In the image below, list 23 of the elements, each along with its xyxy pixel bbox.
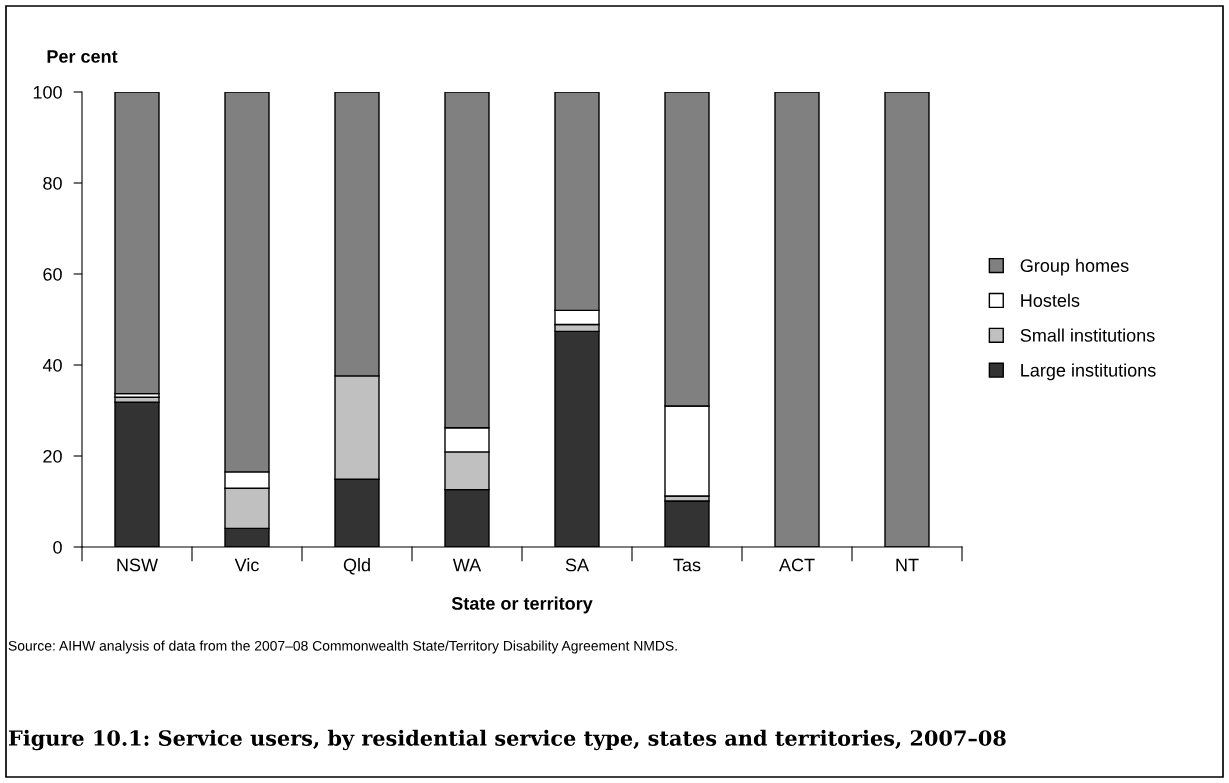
x-tick-label: ACT xyxy=(778,558,815,572)
legend-label: Group homes xyxy=(1020,258,1129,276)
x-tick-label: Vic xyxy=(234,558,259,572)
y-tick-label: 20 xyxy=(43,449,62,463)
text: Figure 10.1: Service users, by residential service type, states and territories, 2007–08 xyxy=(8,729,1006,751)
y-tick-label: 100 xyxy=(33,85,62,99)
y-axis-title: Per cent xyxy=(47,50,118,63)
y-tick-label: 80 xyxy=(43,176,62,190)
y-tick-label: 40 xyxy=(42,358,62,372)
legend-label: Small institutions xyxy=(1020,328,1155,342)
y-tick-label: 0 xyxy=(53,540,62,554)
x-tick-label: SA xyxy=(565,558,590,572)
x-tick-label: NT xyxy=(896,558,919,572)
y-tick-label: 60 xyxy=(43,267,62,281)
x-tick-label: WA xyxy=(452,558,482,572)
bar xyxy=(114,92,160,395)
x-tick-label: Tas xyxy=(673,558,701,572)
x-tick-label: Qld xyxy=(343,558,370,575)
legend-label: Hostels xyxy=(1021,293,1080,307)
legend-label: Large institutions xyxy=(1021,363,1156,381)
source-note: Source: AIHW analysis of data from the 2007–08 Commonwealth State/Territory Disability Agreement NMDS. xyxy=(8,640,677,654)
x-axis-title: State or territory xyxy=(451,596,593,614)
x-tick-label: NSW xyxy=(117,558,158,572)
